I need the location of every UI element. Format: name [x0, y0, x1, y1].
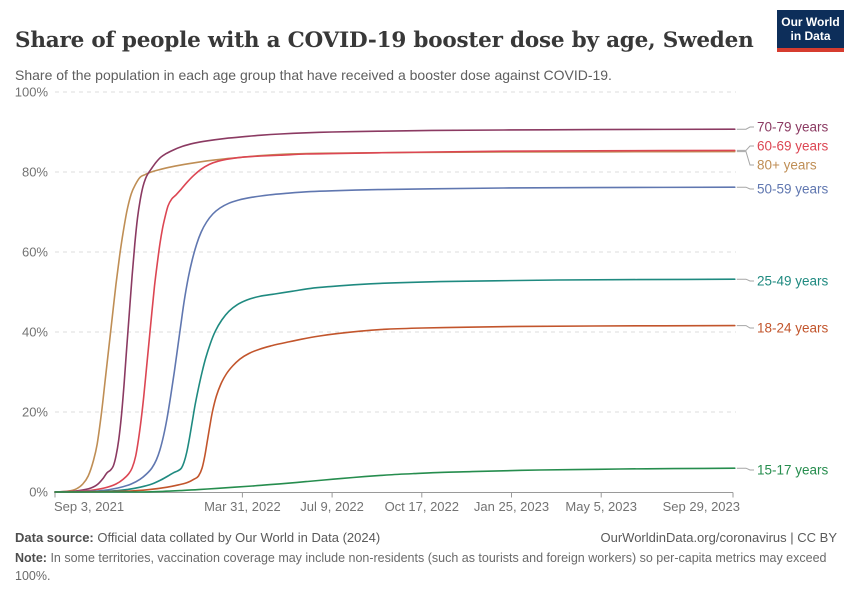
legend-label-60-69-years[interactable]: 60-69 years	[757, 139, 829, 154]
owid-logo-box: Our World in Data	[777, 10, 844, 48]
data-source-text: Official data collated by Our World in D…	[97, 530, 381, 545]
page-subtitle: Share of the population in each age grou…	[15, 67, 612, 83]
owid-coronavirus-link[interactable]: OurWorldinData.org/coronavirus | CC BY	[600, 530, 837, 545]
x-tick-label-jul-9-2022: Jul 9, 2022	[300, 499, 364, 514]
chart-footer: Data source: Official data collated by O…	[15, 530, 837, 585]
legend-connector-60-69-years	[736, 145, 754, 151]
legend-connector-50-59-years	[736, 186, 754, 190]
series-line-15-17-years[interactable]	[54, 467, 736, 493]
x-tick-label-sep-29-2023: Sep 29, 2023	[663, 499, 740, 514]
y-tick-label-100: 100%	[15, 85, 49, 100]
series-line-60-69-years[interactable]	[54, 149, 736, 493]
legend-connector-25-49-years	[736, 278, 754, 282]
legend-connector-70-79-years	[736, 126, 754, 130]
y-tick-label-20: 20%	[22, 405, 48, 420]
series-line-70-79-years[interactable]	[54, 128, 736, 493]
x-tick-label-oct-17-2022: Oct 17, 2022	[385, 499, 459, 514]
owid-logo-line2: in Data	[790, 29, 831, 43]
legend-connector-15-17-years	[736, 467, 754, 471]
legend-connector-18-24-years	[736, 325, 754, 329]
owid-logo-stripe	[777, 48, 844, 52]
legend-label-80+-years[interactable]: 80+ years	[757, 158, 817, 173]
y-tick-label-60: 60%	[22, 245, 48, 260]
page-title: Share of people with a COVID-19 booster …	[15, 28, 754, 54]
y-tick-label-0: 0%	[29, 485, 48, 500]
series-line-18-24-years[interactable]	[54, 324, 736, 493]
owid-logo-line1: Our World	[781, 14, 840, 29]
note-text: In some territories, vaccination coverag…	[15, 551, 827, 583]
legend-label-70-79-years[interactable]: 70-79 years	[757, 120, 829, 135]
note-label: Note:	[15, 551, 47, 565]
owid-logo[interactable]: Our World in Data	[777, 10, 844, 52]
legend-label-50-59-years[interactable]: 50-59 years	[757, 182, 829, 197]
data-source-line: Data source: Official data collated by O…	[15, 530, 380, 545]
legend-connector-80+-years	[736, 151, 754, 166]
legend-label-15-17-years[interactable]: 15-17 years	[757, 463, 829, 478]
series-line-80+-years[interactable]	[54, 150, 736, 493]
series-line-50-59-years[interactable]	[54, 186, 736, 493]
y-tick-label-80: 80%	[22, 165, 48, 180]
legend-label-18-24-years[interactable]: 18-24 years	[757, 321, 829, 336]
legend-label-25-49-years[interactable]: 25-49 years	[757, 274, 829, 289]
y-tick-label-40: 40%	[22, 325, 48, 340]
x-tick-label-may-5-2023: May 5, 2023	[565, 499, 637, 514]
x-tick-label-sep-3-2021: Sep 3, 2021	[54, 499, 124, 514]
x-tick-label-mar-31-2022: Mar 31, 2022	[204, 499, 281, 514]
x-tick-label-jan-25-2023: Jan 25, 2023	[474, 499, 549, 514]
series-line-25-49-years[interactable]	[54, 278, 736, 493]
data-source-label: Data source:	[15, 530, 94, 545]
